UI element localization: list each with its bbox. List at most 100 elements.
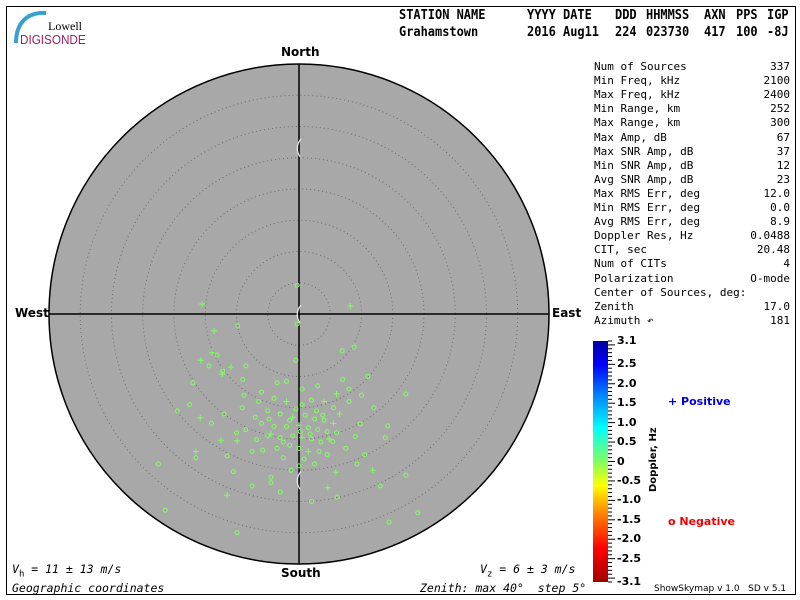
source-point-positive (296, 422, 302, 429)
source-point-negative (334, 430, 339, 436)
source-point-positive (192, 448, 199, 455)
source-point-negative (265, 408, 271, 414)
info-value: 0.0488 (750, 229, 790, 243)
source-point-negative (274, 445, 280, 451)
info-value: 4 (783, 257, 790, 271)
info-label: Avg SNR Amp, dB (594, 172, 694, 186)
info-label: Max Amp, dB (594, 130, 667, 144)
info-value: 23 (776, 172, 790, 186)
info-row: Max RMS Err, deg 12.0 (594, 187, 790, 201)
header-label-station: STATION NAME (399, 8, 486, 23)
source-point-negative (330, 405, 336, 411)
source-point-negative (340, 377, 346, 383)
source-point-positive (330, 420, 337, 427)
source-point-negative (243, 427, 249, 433)
source-point-negative (209, 420, 214, 426)
source-point-positive (332, 469, 339, 476)
source-point-negative (235, 323, 241, 329)
info-label: Min RMS Err, deg (594, 201, 700, 214)
info-value: O-mode (750, 271, 790, 285)
source-point-positive (211, 327, 217, 334)
source-point-positive (283, 398, 290, 405)
source-point-negative (334, 494, 340, 500)
source-point-negative (312, 461, 318, 467)
doppler-colorbar (593, 341, 608, 582)
source-point-negative (294, 282, 300, 288)
info-label: Num of CITs (594, 257, 667, 271)
source-point-positive (219, 371, 226, 377)
info-label: Max Range, km (594, 116, 681, 130)
info-row: Min RMS Err, deg 0.0 (594, 201, 790, 215)
source-point-negative (220, 368, 226, 374)
source-point-negative (371, 405, 377, 411)
source-point-negative (249, 449, 255, 454)
source-point-negative (314, 408, 319, 414)
range-marker (296, 138, 302, 158)
info-label: Azimuth ↶ (594, 313, 654, 327)
colorbar-tick-label: -1.0 (617, 493, 642, 507)
source-point-positive (289, 414, 296, 421)
logo-arc-icon (14, 10, 47, 44)
source-point-positive (234, 437, 241, 444)
source-point-negative (260, 447, 266, 453)
colorbar-tick-label: -1.5 (617, 512, 642, 526)
source-point-negative (309, 499, 314, 504)
source-point-positive (197, 357, 204, 364)
source-point-negative (230, 469, 236, 474)
source-point-negative (299, 386, 305, 392)
source-point-negative (271, 424, 277, 429)
info-label: Max RMS Err, deg (594, 186, 700, 200)
source-point-negative (243, 363, 249, 369)
header-label-time: HHMMSS (646, 8, 690, 23)
header-label-pps: PPS (736, 8, 758, 23)
colorbar-tick-label: -2.5 (617, 551, 642, 565)
vh-symbol: V (12, 562, 19, 576)
info-row: Min Freq, kHz 2100 (594, 74, 790, 88)
source-point-negative (288, 467, 294, 473)
source-point-positive (197, 414, 204, 421)
colorbar-tick-label: -0.5 (617, 473, 642, 487)
header-ddd: 224 (615, 25, 637, 40)
source-point-negative (287, 442, 293, 448)
info-label: Doppler Res, Hz (594, 229, 694, 243)
source-point-negative (302, 412, 308, 418)
source-point-negative (224, 453, 230, 459)
source-point-negative (315, 427, 321, 433)
source-point-negative (259, 420, 264, 426)
source-point-negative (365, 374, 371, 379)
source-point-negative (293, 357, 299, 363)
info-row: Max SNR Amp, dB 37 (594, 145, 790, 159)
info-value: 67 (776, 130, 790, 144)
logo-digisonde: DIGISONDE (20, 32, 86, 47)
source-point-negative (187, 402, 193, 408)
info-row: Azimuth ↶ 181 (594, 314, 790, 328)
info-value: 12 (776, 158, 790, 172)
info-label: Min Range, km (594, 102, 681, 116)
legend-negative-label: Negative (679, 515, 736, 528)
source-point-negative (316, 449, 322, 454)
info-row: Zenith 17.0 (594, 300, 790, 314)
info-row: Polarization O-mode (594, 272, 790, 286)
colorbar-tick-label: 0.5 (617, 435, 637, 449)
skymap-plot (48, 63, 550, 565)
source-point-negative (255, 399, 261, 404)
zenith-scale-label: Zenith: max 40° step 5° (420, 581, 587, 595)
source-point-negative (274, 380, 280, 386)
source-point-negative (351, 344, 357, 350)
source-point-positive (305, 448, 312, 455)
range-marker (296, 470, 302, 490)
vertical-velocity: Vz = 6 ± 3 m/s (480, 562, 575, 579)
source-point-negative (254, 437, 259, 443)
source-point-positive (199, 301, 206, 307)
header-igp: -8J (767, 25, 789, 40)
label-north: North (281, 45, 320, 59)
info-row: Min Range, km 252 (594, 102, 790, 116)
info-row: Max Range, km 300 (594, 116, 790, 130)
source-point-negative (307, 431, 313, 437)
source-point-positive (227, 364, 234, 371)
source-point-negative (265, 433, 271, 439)
header-axn: 417 (704, 25, 726, 40)
source-point-negative (346, 386, 352, 392)
source-point-negative (320, 412, 326, 418)
info-row: Num of CITs 4 (594, 257, 790, 271)
